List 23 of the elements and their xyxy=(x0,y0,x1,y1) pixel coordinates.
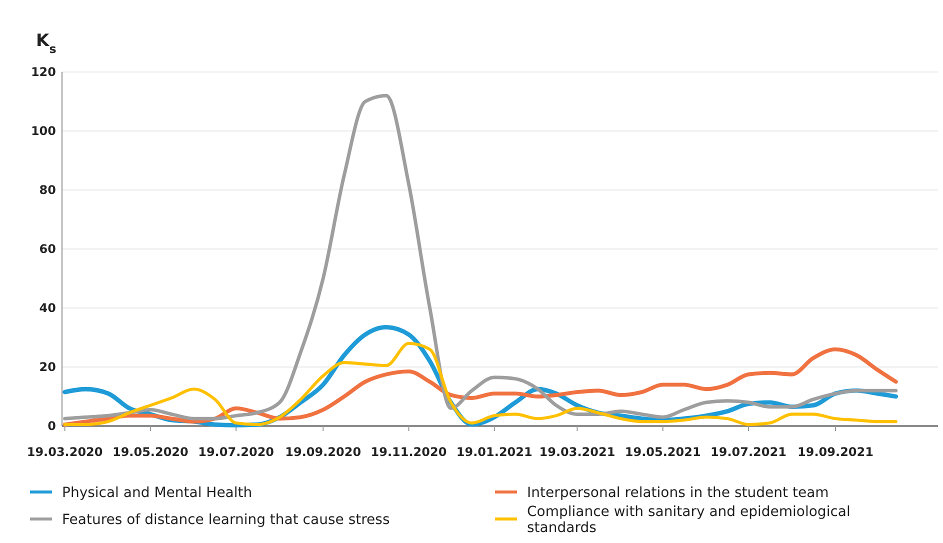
line-series xyxy=(63,94,898,420)
y-tick-label: 60 xyxy=(39,242,56,256)
y-tick-label: 40 xyxy=(39,301,56,316)
x-tick-label: 19.07.2021 xyxy=(710,445,786,459)
x-tick-label: 19.07.2020 xyxy=(198,445,274,459)
x-tick-label: 19.01.2021 xyxy=(456,445,532,459)
legend-label: Physical and Mental Health xyxy=(62,484,252,501)
x-tick-label: 19.09.2020 xyxy=(285,445,362,459)
legend-label: Features of distance learning that cause stress xyxy=(62,512,390,528)
y-tick-label: 100 xyxy=(30,124,56,138)
y-tick-label: 120 xyxy=(30,65,56,80)
x-tick-label: 19.05.2021 xyxy=(624,445,701,459)
legend-label: Compliance with sanitary and epidemiological standards xyxy=(527,504,850,536)
y-tick-label: 20 xyxy=(39,360,56,374)
x-tick-label: 19.03.2021 xyxy=(539,445,616,459)
x-tick-label: 19.05.2020 xyxy=(112,445,188,459)
x-tick-label: 19.09.2021 xyxy=(798,445,874,459)
y-tick-label: 80 xyxy=(39,183,56,198)
legend-label: Interpersonal relations in the student team xyxy=(527,484,829,501)
x-tick-label: 19.03.2020 xyxy=(26,445,103,459)
y-tick-label: 0 xyxy=(48,419,56,434)
x-tick-label: 19.11.2020 xyxy=(370,445,447,459)
y-axis-title: K$_{s}$ xyxy=(36,31,56,56)
